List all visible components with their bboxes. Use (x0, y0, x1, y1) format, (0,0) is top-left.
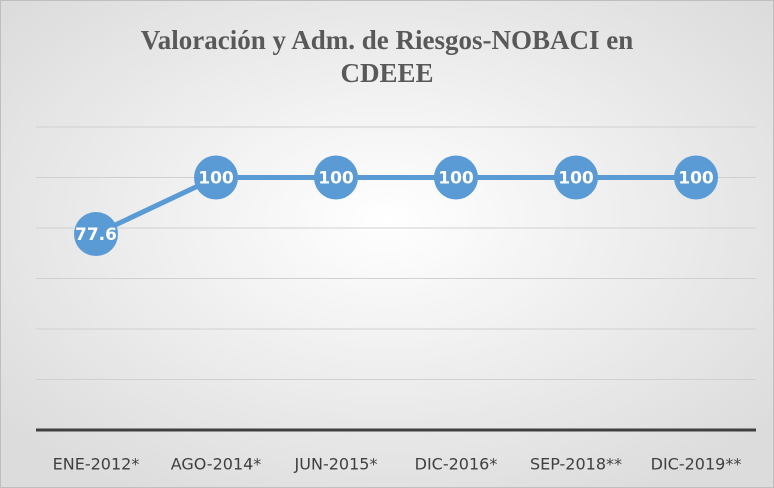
x-tick-label: AGO-2014* (171, 455, 262, 474)
marker (194, 155, 238, 200)
marker (74, 212, 118, 257)
data-label: 100 (678, 169, 714, 189)
x-tick-label: DIC-2016* (415, 455, 498, 474)
x-tick-label: ENE-2012* (53, 455, 140, 474)
data-label: 100 (438, 169, 474, 189)
marker (314, 155, 358, 200)
data-label: 100 (318, 169, 354, 189)
data-label: 100 (558, 169, 594, 189)
x-tick-label: DIC-2019** (651, 455, 742, 474)
data-label: 77.6 (75, 225, 117, 245)
x-tick-label: SEP-2018** (530, 455, 622, 474)
marker (434, 155, 478, 200)
chart-title: Valoración y Adm. de Riesgos-NOBACI en C… (140, 25, 634, 88)
marker (554, 155, 598, 200)
data-label: 100 (198, 169, 234, 189)
marker (674, 155, 718, 200)
x-tick-label: JUN-2015* (294, 455, 378, 474)
